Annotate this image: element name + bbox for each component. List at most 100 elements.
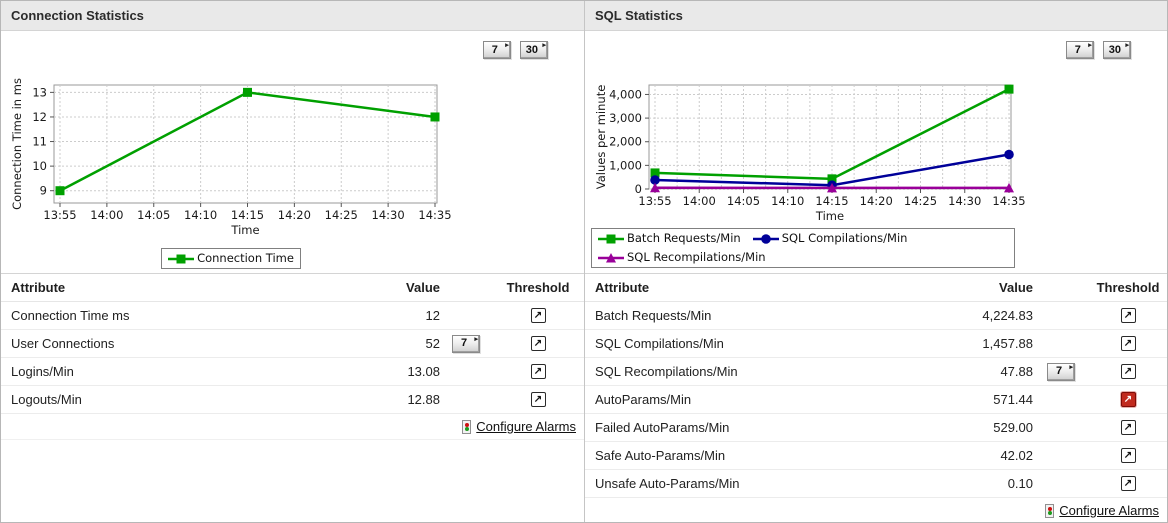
threshold-cell: ↗	[1089, 308, 1167, 323]
configure-alarms-link[interactable]: Configure Alarms	[476, 419, 576, 434]
svg-text:14:05: 14:05	[727, 194, 760, 208]
chart-legend: Batch Requests/Min SQL Compilations/Min SQ…	[591, 228, 1015, 268]
sql-attribute-table: Attribute Value Threshold Batch Requests/Mi…	[585, 273, 1167, 522]
svg-text:14:10: 14:10	[184, 208, 217, 222]
threshold-cell: ↗	[1089, 420, 1167, 435]
attribute-name: Logouts/Min	[11, 392, 82, 407]
traffic-light-icon	[1045, 503, 1055, 518]
panel-sql-statistics: SQL Statistics 7 ▸ 30 ▸ 13:55 14:00 14:05 14:…	[584, 1, 1167, 522]
report-30-day-button[interactable]: 30 ▸	[1102, 41, 1131, 59]
legend-label: Connection Time	[197, 251, 294, 265]
threshold-icon[interactable]: ↗	[530, 392, 546, 407]
svg-text:14:25: 14:25	[904, 194, 937, 208]
threshold-icon[interactable]: ↗	[1120, 336, 1136, 351]
threshold-cell: ↗	[1089, 448, 1167, 463]
threshold-alarm-icon[interactable]: ↗	[1120, 392, 1136, 407]
legend-box: Batch Requests/Min SQL Compilations/Min SQ…	[591, 228, 1015, 268]
svg-text:14:15: 14:15	[231, 208, 264, 222]
legend-box: Connection Time	[161, 248, 301, 269]
week-button-cell: 7 ▸	[1033, 362, 1089, 381]
svg-text:14:00: 14:00	[90, 208, 123, 222]
svg-text:14:20: 14:20	[860, 194, 893, 208]
table-row: Failed AutoParams/Min 529.00 ↗	[585, 414, 1167, 442]
svg-text:14:25: 14:25	[325, 208, 358, 222]
attribute-name: Logins/Min	[11, 364, 74, 379]
attribute-name: SQL Compilations/Min	[595, 336, 724, 351]
svg-text:2,000: 2,000	[609, 135, 642, 149]
report-7-day-label: 7	[460, 337, 468, 349]
svg-text:14:15: 14:15	[815, 194, 848, 208]
threshold-icon[interactable]: ↗	[1120, 448, 1136, 463]
threshold-icon[interactable]: ↗	[1120, 420, 1136, 435]
svg-text:14:20: 14:20	[278, 208, 311, 222]
play-arrow-icon: ▸	[542, 42, 546, 49]
svg-text:14:05: 14:05	[137, 208, 170, 222]
threshold-cell: ↗	[492, 308, 584, 323]
legend-label: SQL Compilations/Min	[781, 231, 908, 245]
play-arrow-icon: ▸	[505, 42, 509, 49]
threshold-icon[interactable]: ↗	[530, 336, 546, 351]
table-footer-row: Configure Alarms	[1, 414, 584, 440]
report-7-day-label: 7	[491, 43, 498, 56]
square-marker-icon	[168, 254, 195, 263]
report-30-day-button[interactable]: 30 ▸	[519, 41, 548, 59]
threshold-cell: ↗	[1089, 476, 1167, 491]
svg-text:14:30: 14:30	[948, 194, 981, 208]
attribute-value: 52	[425, 336, 440, 351]
table-row: Batch Requests/Min 4,224.83 ↗	[585, 302, 1167, 330]
table-row: Unsafe Auto-Params/Min 0.10 ↗	[585, 470, 1167, 498]
threshold-icon[interactable]: ↗	[1120, 476, 1136, 491]
attribute-name: SQL Recompilations/Min	[595, 364, 738, 379]
column-header-attribute: Attribute	[11, 280, 66, 295]
play-arrow-icon: ▸	[1088, 42, 1092, 49]
threshold-cell: ↗	[492, 364, 584, 379]
report-7-day-button[interactable]: 7 ▸	[452, 334, 480, 353]
legend-entry: Batch Requests/Min	[598, 229, 741, 248]
threshold-cell: ↗	[1089, 336, 1167, 351]
square-marker-icon	[598, 234, 624, 243]
svg-text:14:10: 14:10	[771, 194, 804, 208]
svg-text:13:55: 13:55	[638, 194, 671, 208]
report-7-day-button[interactable]: 7 ▸	[1065, 41, 1094, 59]
circle-marker-icon	[752, 233, 779, 244]
threshold-icon[interactable]: ↗	[530, 364, 546, 379]
traffic-light-icon	[462, 419, 472, 434]
table-row: AutoParams/Min 571.44 ↗	[585, 386, 1167, 414]
svg-text:Connection Time in ms: Connection Time in ms	[10, 78, 24, 210]
threshold-icon[interactable]: ↗	[530, 308, 546, 323]
svg-text:12: 12	[32, 110, 47, 124]
column-header-value: Value	[999, 280, 1033, 295]
connection-chart-section: 7 ▸ 30 ▸ 13:55 14:00 14:05 14:10 14:15 14:20 14:…	[1, 31, 584, 273]
threshold-icon[interactable]: ↗	[1120, 364, 1136, 379]
attribute-value: 12.88	[407, 392, 440, 407]
svg-text:14:30: 14:30	[372, 208, 405, 222]
attribute-value: 42.02	[1000, 448, 1033, 463]
legend-entry: SQL Recompilations/Min	[598, 248, 766, 267]
table-row: Logouts/Min 12.88 ↗	[1, 386, 584, 414]
report-7-day-button[interactable]: 7 ▸	[482, 41, 511, 59]
threshold-cell: ↗	[1089, 364, 1167, 379]
report-7-day-label: 7	[1055, 365, 1063, 377]
column-header-threshold: Threshold	[1096, 280, 1160, 295]
svg-text:0: 0	[635, 182, 642, 196]
attribute-name: Failed AutoParams/Min	[595, 420, 730, 435]
attribute-name: User Connections	[11, 336, 115, 351]
threshold-icon[interactable]: ↗	[1120, 308, 1136, 323]
report-30-day-label: 30	[525, 43, 538, 56]
attribute-value: 571.44	[993, 392, 1033, 407]
play-arrow-icon: ▸	[474, 335, 478, 343]
table-footer-row: Configure Alarms	[585, 498, 1167, 522]
table-row: SQL Recompilations/Min 47.88 7 ▸ ↗	[585, 358, 1167, 386]
panel-title: Connection Statistics	[11, 8, 144, 23]
report-period-buttons: 7 ▸ 30 ▸	[482, 41, 548, 59]
threshold-cell: ↗	[492, 392, 584, 407]
report-7-day-button[interactable]: 7 ▸	[1047, 362, 1075, 381]
svg-text:Time: Time	[230, 223, 259, 235]
week-button-cell: 7 ▸	[440, 334, 492, 353]
table-row: SQL Compilations/Min 1,457.88 ↗	[585, 330, 1167, 358]
legend-label: SQL Recompilations/Min	[627, 250, 766, 264]
threshold-cell: ↗	[492, 336, 584, 351]
configure-alarms-link[interactable]: Configure Alarms	[1059, 503, 1159, 518]
connection-attribute-table: Attribute Value Threshold Connection Time m…	[1, 273, 584, 440]
